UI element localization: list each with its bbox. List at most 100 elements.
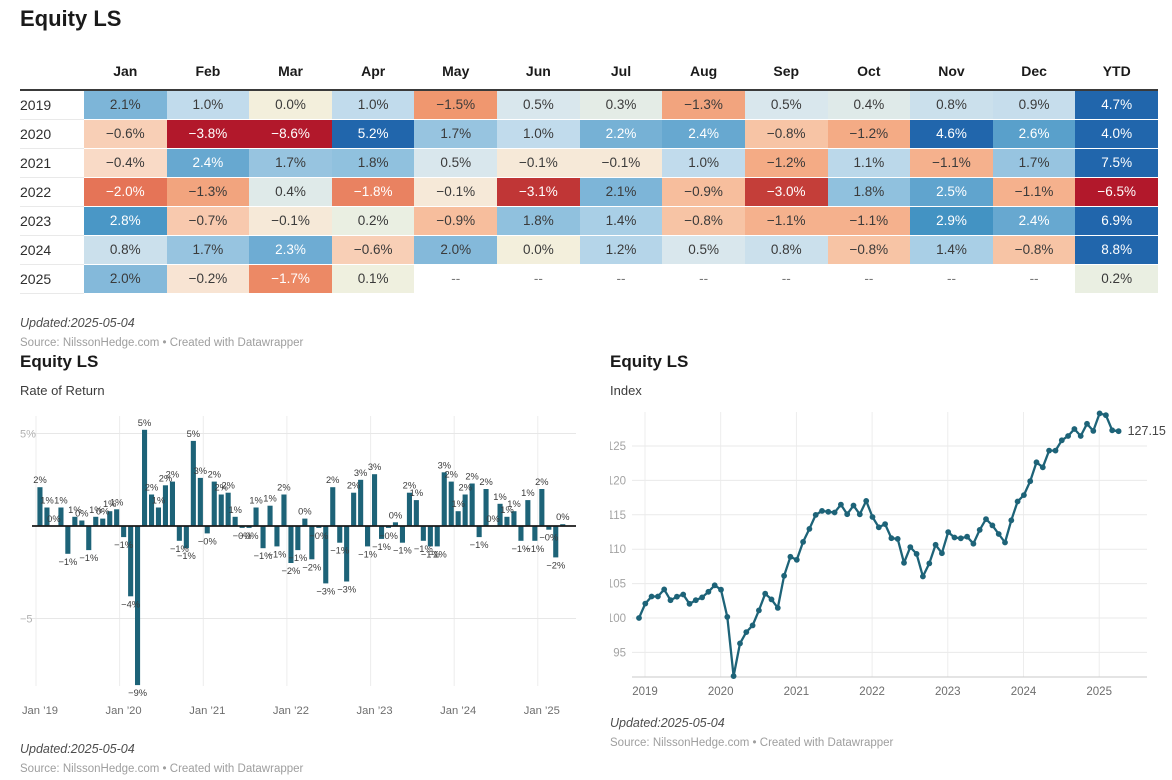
line-chart-subtitle: Index [610,383,642,398]
column-header: Apr [331,58,415,91]
heatmap-cell: −0.6% [84,120,167,149]
heatmap-cell: −0.1% [414,178,498,207]
svg-text:0%: 0% [298,507,311,517]
heatmap-cell: 0.8% [910,91,993,120]
svg-text:−1%: −1% [421,549,440,559]
column-header: Sep [744,58,828,91]
bar-chart-subtitle: Rate of Return [20,383,105,398]
heatmap-cell: −3.0% [744,178,828,207]
svg-text:0%: 0% [389,510,402,520]
svg-text:−9%: −9% [128,688,147,698]
heatmap-cell: 1.8% [497,207,580,236]
heatmap-cell: −1.1% [992,178,1076,207]
svg-text:2%: 2% [465,472,478,482]
heatmap-cell: -- [744,265,828,294]
svg-text:Jan ’25: Jan ’25 [524,705,560,717]
column-header: Mar [249,58,332,91]
heatmap-cell: 2.0% [414,236,498,265]
svg-text:2%: 2% [277,483,290,493]
heatmap-title: Equity LS [20,6,122,31]
heatmap-table: Jan Feb Mar Apr May Jun Jul Aug Sep Oct Nov Dec YTD 2… [20,58,1158,294]
row-year-label: 2022 [20,178,84,207]
svg-text:110: 110 [610,544,626,556]
svg-text:−1%: −1% [525,544,544,554]
svg-text:Jan ’19: Jan ’19 [22,705,58,717]
svg-text:Jan ’21: Jan ’21 [189,705,225,717]
column-header: Nov [910,58,993,91]
heatmap-cell: −0.9% [662,178,745,207]
svg-text:2%: 2% [479,477,492,487]
bar-chart-title: Equity LS [20,352,99,371]
row-year-label: 2020 [20,120,84,149]
svg-text:95: 95 [613,647,626,659]
svg-text:−0%: −0% [539,533,558,543]
heatmap-cell: −0.1% [579,149,663,178]
heatmap-section: Equity LS Jan Feb Mar Apr May Jun Jul Aug Sep Oct… [20,6,1158,349]
heatmap-ytd-cell: 8.8% [1075,236,1158,265]
svg-text:2020: 2020 [708,686,734,698]
svg-text:1%: 1% [263,494,276,504]
svg-text:1%: 1% [410,488,423,498]
svg-text:−1%: −1% [414,544,433,554]
heatmap-cell: −0.6% [331,236,415,265]
svg-text:−1%: −1% [393,546,412,556]
svg-text:−1%: −1% [254,551,273,561]
heatmap-cell: 2.5% [910,178,993,207]
svg-text:2%: 2% [403,481,416,491]
heatmap-cell: 2.1% [579,178,663,207]
svg-text:Jan ’23: Jan ’23 [357,705,393,717]
heatmap-cell: −1.3% [662,91,745,120]
svg-text:−1%: −1% [372,542,391,552]
heatmap-cell: 1.0% [166,91,250,120]
svg-text:−0%: −0% [379,531,398,541]
svg-text:0%: 0% [75,509,88,519]
svg-text:115: 115 [610,510,626,522]
svg-text:0%: 0% [556,512,569,522]
heatmap-cell: -- [414,265,498,294]
svg-text:2%: 2% [535,477,548,487]
svg-text:1%: 1% [500,505,513,515]
svg-text:5%: 5% [20,429,36,441]
heatmap-cell: 2.9% [910,207,993,236]
svg-text:2%: 2% [159,473,172,483]
column-header: May [414,58,498,91]
svg-text:−1%: −1% [177,551,196,561]
line-chart-source: Source: NilssonHedge.com • Created with … [610,737,894,749]
heatmap-cell: 2.6% [992,120,1076,149]
svg-text:0%: 0% [486,514,499,524]
column-header: Aug [662,58,745,91]
svg-text:1%: 1% [451,499,464,509]
heatmap-cell: −0.8% [744,120,828,149]
heatmap-cell: -- [827,265,911,294]
column-header: Feb [166,58,250,91]
heatmap-cell: 0.4% [249,178,332,207]
heatmap-cell: 0.2% [331,207,415,236]
column-header: YTD [1075,58,1158,91]
line-chart-section: Equity LS Index 95 100 105 110 115 120 125 2019… [610,352,1172,749]
svg-text:1%: 1% [152,496,165,506]
heatmap-cell: −1.1% [827,207,911,236]
heatmap-cell: 2.2% [579,120,663,149]
heatmap-cell: −0.1% [497,149,580,178]
heatmap-cell: 4.6% [910,120,993,149]
heatmap-ytd-cell: 4.0% [1075,120,1158,149]
heatmap-cell: 1.4% [579,207,663,236]
heatmap-cell: −0.8% [662,207,745,236]
svg-text:2%: 2% [166,470,179,480]
heatmap-cell: 0.5% [414,149,498,178]
column-header: Dec [992,58,1076,91]
svg-text:Jan ’22: Jan ’22 [273,705,309,717]
heatmap-source: Source: NilssonHedge.com • Created with … [20,337,304,349]
heatmap-cell: −3.8% [166,120,250,149]
heatmap-cell: −1.8% [331,178,415,207]
heatmap-cell: -- [579,265,663,294]
heatmap-cell: −0.9% [414,207,498,236]
heatmap-cell: -- [497,265,580,294]
heatmap-cell: 2.3% [249,236,332,265]
svg-text:−3%: −3% [316,586,335,596]
heatmap-cell: −3.1% [497,178,580,207]
svg-text:2%: 2% [221,481,234,491]
heatmap-cell: 5.2% [331,120,415,149]
svg-text:1%: 1% [521,488,534,498]
svg-text:−3%: −3% [337,585,356,595]
